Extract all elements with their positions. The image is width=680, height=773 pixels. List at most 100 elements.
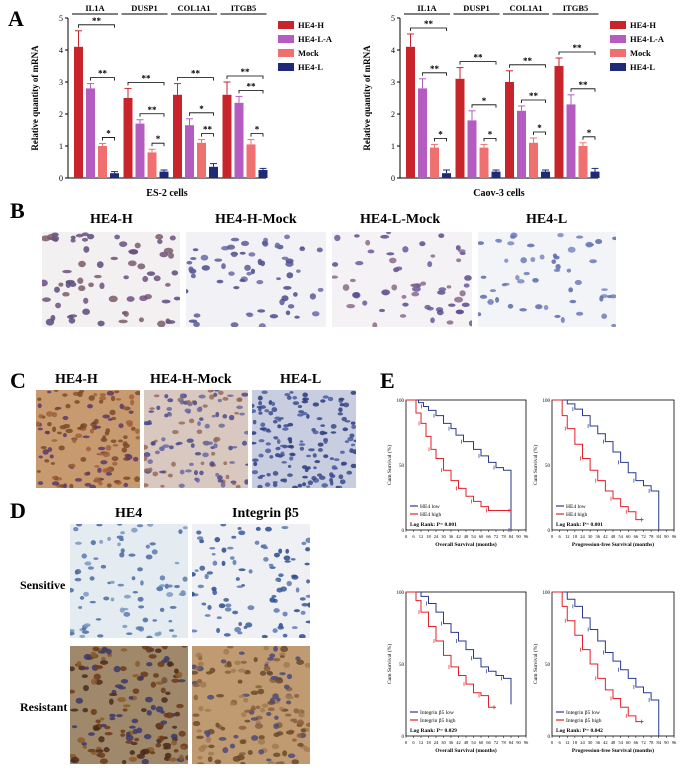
y-axis-label: Cum Survival (%) <box>532 644 539 684</box>
y-tick-label: 0 <box>548 735 551 740</box>
cell-nucleus <box>306 414 310 419</box>
cell-nucleus <box>217 475 223 481</box>
cell-nucleus <box>223 461 228 466</box>
cell-nucleus <box>132 590 139 594</box>
cell-nucleus <box>299 440 304 443</box>
cell-nucleus <box>253 461 258 467</box>
significance-bracket <box>570 88 596 92</box>
cell-nucleus <box>279 417 284 420</box>
cell-nucleus <box>296 720 305 726</box>
cell-nucleus <box>62 292 70 297</box>
cell-nucleus <box>252 409 257 414</box>
micrograph-he4-l-mock <box>332 232 472 327</box>
cell-nucleus <box>252 419 257 425</box>
cell-nucleus <box>330 423 337 429</box>
legend-label: HE4-L-A <box>630 34 665 44</box>
cell-nucleus <box>269 455 274 459</box>
cell-nucleus <box>273 646 278 652</box>
cell-nucleus <box>190 257 197 261</box>
cell-nucleus <box>164 413 169 418</box>
cell-nucleus <box>269 314 279 319</box>
cell-nucleus <box>267 761 275 764</box>
cell-nucleus <box>168 619 173 623</box>
cell-nucleus <box>185 469 192 473</box>
cell-nucleus <box>78 260 86 268</box>
cell-nucleus <box>330 431 337 434</box>
cell-nucleus <box>99 717 105 721</box>
x-tick-label: 60 <box>479 534 484 539</box>
cell-nucleus <box>70 463 76 468</box>
legend-swatch <box>278 35 294 43</box>
cell-nucleus <box>226 546 234 550</box>
cell-nucleus <box>110 256 119 261</box>
cell-nucleus <box>305 594 310 598</box>
cell-nucleus <box>342 284 350 291</box>
significance-label: ** <box>474 53 484 63</box>
cell-nucleus <box>50 235 60 242</box>
legend-swatch <box>278 49 294 57</box>
cell-nucleus <box>65 428 73 434</box>
cell-nucleus <box>103 596 110 601</box>
cell-nucleus <box>122 704 131 708</box>
cell-nucleus <box>99 282 105 290</box>
cell-nucleus <box>198 746 206 752</box>
cell-nucleus <box>97 634 104 638</box>
cell-nucleus <box>230 237 240 242</box>
cell-nucleus <box>138 605 145 609</box>
cell-nucleus <box>234 626 242 633</box>
cell-nucleus <box>120 733 126 737</box>
cell-nucleus <box>54 286 60 293</box>
bar <box>74 46 83 178</box>
cell-nucleus <box>279 652 286 657</box>
cell-nucleus <box>62 415 69 421</box>
cell-nucleus <box>109 698 114 705</box>
cell-nucleus <box>214 537 221 543</box>
bar-chart-es2: 0 1 2 3 4 5 Relative quantity of mRNA ES-2 cell… <box>30 3 333 199</box>
cell-nucleus <box>148 654 157 659</box>
cell-nucleus <box>454 296 464 303</box>
cell-nucleus <box>106 648 112 655</box>
x-tick-label: 48 <box>464 740 469 745</box>
legend-label: HE4-L-A <box>298 34 333 44</box>
x-tick-label: 48 <box>464 534 469 539</box>
cell-nucleus <box>601 313 607 319</box>
bar <box>430 147 439 178</box>
bar <box>98 146 107 178</box>
cell-nucleus <box>144 483 149 488</box>
cell-nucleus <box>156 586 164 592</box>
significance-label: ** <box>148 105 158 115</box>
x-tick-label: 36 <box>449 534 454 539</box>
ihc-he4-h <box>36 390 140 488</box>
cell-nucleus <box>157 239 163 245</box>
cell-nucleus <box>192 683 200 688</box>
category-label: ITGB5 <box>231 3 257 13</box>
cell-nucleus <box>256 279 264 285</box>
cell-nucleus <box>59 425 67 430</box>
x-tick-label: 42 <box>603 740 608 745</box>
cell-nucleus <box>601 288 608 291</box>
cell-nucleus <box>128 696 134 700</box>
cell-nucleus <box>171 461 176 467</box>
legend-label: Integrin β5 low <box>566 710 600 716</box>
cell-nucleus <box>161 646 168 650</box>
cell-nucleus <box>244 479 248 485</box>
cell-nucleus <box>302 475 308 479</box>
cell-nucleus <box>205 736 212 743</box>
cell-nucleus <box>293 708 299 714</box>
cell-nucleus <box>226 661 232 667</box>
cell-nucleus <box>280 646 289 653</box>
panel-d-row-sensitive: Sensitive <box>20 578 66 592</box>
significance-bracket <box>471 104 497 108</box>
cell-nucleus <box>44 459 50 463</box>
cell-nucleus <box>266 430 272 433</box>
panel-b-label-4: HE4-L <box>526 212 568 227</box>
cell-nucleus <box>227 394 234 398</box>
cell-nucleus <box>132 728 139 735</box>
cell-nucleus <box>93 425 102 429</box>
cell-nucleus <box>109 580 115 584</box>
cell-nucleus <box>238 752 246 756</box>
significance-bracket <box>582 136 596 140</box>
cell-nucleus <box>171 740 177 746</box>
cell-nucleus <box>292 401 300 406</box>
cell-nucleus <box>265 661 270 664</box>
